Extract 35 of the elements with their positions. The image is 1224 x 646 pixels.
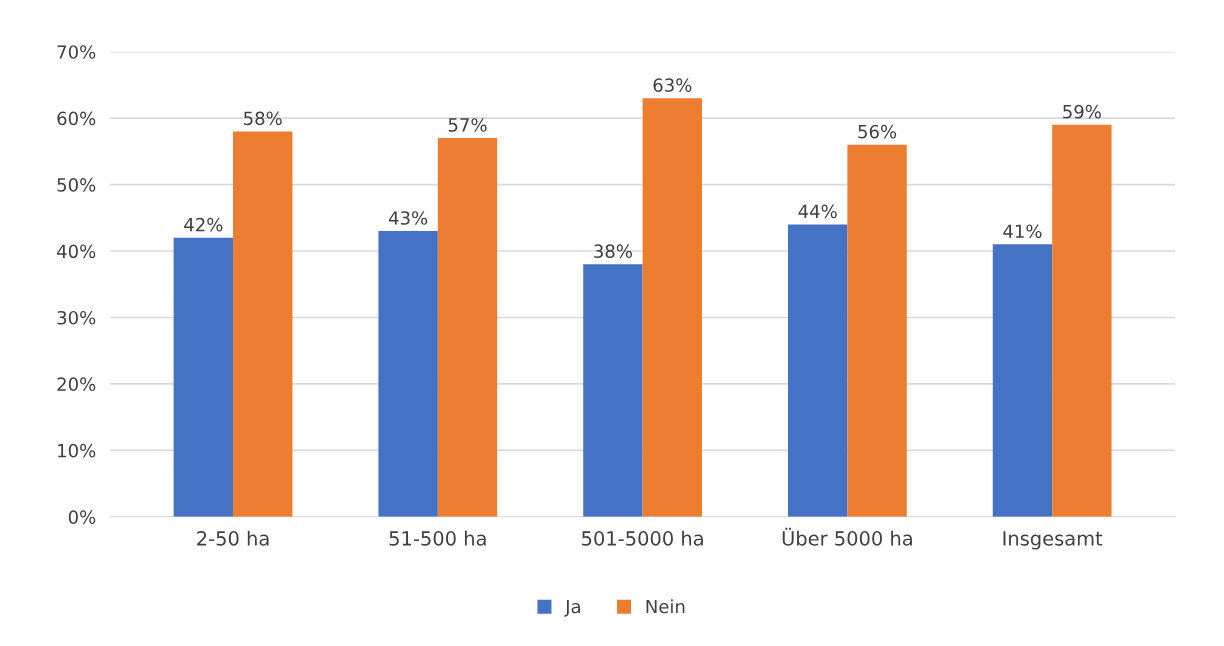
bar [642,98,702,517]
y-tick-label: 50% [57,178,96,192]
data-label: 56% [858,124,897,139]
y-tick-label: 10% [58,443,96,458]
bar [583,264,643,517]
y-tick-label: 40% [57,244,96,259]
x-tick-label: Insgesamt [1003,531,1103,550]
legend-label: Ja [564,599,580,617]
data-label: 58% [244,111,282,126]
y-tick-label: 60% [57,111,96,126]
y-tick-label: 70% [57,45,96,59]
bar [378,231,438,517]
y-tick-label: 0% [68,510,96,524]
x-tick-label: 2-50 ha [197,530,269,546]
bar [788,224,848,517]
bar [847,144,907,517]
data-label: 59% [1063,104,1101,119]
x-tick-label: 501-5000 ha [582,530,703,546]
legend-label: Nein [646,599,685,614]
bar [437,138,498,517]
x-tick-label: Über 5000 ha [782,527,912,546]
data-label: 41% [1003,224,1042,239]
data-label: 63% [653,78,692,92]
data-label: 42% [184,217,223,232]
x-tick-label: 51-500 ha [389,530,486,546]
data-label: 38% [594,244,632,259]
bar [992,244,1053,517]
y-tick-label: 30% [57,310,96,325]
bar [1052,124,1112,517]
data-label: 57% [448,118,487,132]
y-tick-label: 20% [57,377,96,392]
data-label: 43% [388,211,428,225]
bar [233,131,293,517]
data-label: 44% [798,204,837,219]
bar [173,237,234,517]
